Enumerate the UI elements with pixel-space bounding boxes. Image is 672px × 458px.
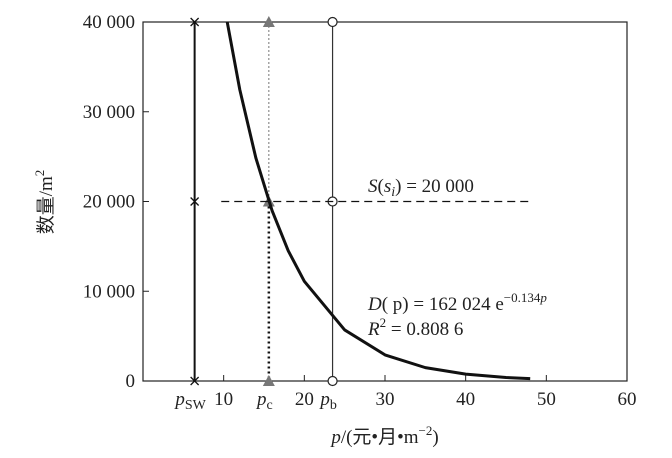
- r-squared-part: 2: [380, 315, 387, 330]
- supply-label-part: s: [384, 176, 391, 197]
- circle-marker: [327, 16, 338, 28]
- y-label-part: 数量/m: [35, 176, 57, 234]
- y-tick-label: 20 000: [83, 192, 135, 213]
- x-axis-label: p/(元•月•m−2): [329, 423, 438, 448]
- r-squared-part: = 0.808 6: [386, 319, 463, 340]
- supply-label-part: S: [368, 176, 378, 197]
- y-tick-label: 0: [126, 371, 136, 392]
- ref-tick-label: pb: [318, 389, 337, 413]
- x-tick-label: 50: [537, 389, 556, 410]
- y-tick-label: 10 000: [83, 281, 135, 302]
- ref-subscript: SW: [185, 398, 207, 413]
- ref-subscript: b: [330, 398, 337, 413]
- x-marker: [190, 17, 200, 27]
- equation: D( p) = 162 024 e−0.134p: [367, 290, 547, 315]
- supply-label-part: ) = 20 000: [395, 176, 474, 197]
- ref-symbol: p: [173, 389, 185, 410]
- equation-part: p: [539, 290, 547, 305]
- x-label-part: ): [432, 427, 438, 448]
- x-tick-label: 40: [456, 389, 475, 410]
- supply-label-part: i: [391, 185, 395, 200]
- y-label-part: 2: [32, 170, 47, 177]
- x-label-part: /(元•月•m: [341, 427, 419, 448]
- ref-symbol: p: [255, 389, 267, 410]
- triangle-marker: [262, 375, 275, 386]
- equation-part: D: [367, 294, 382, 315]
- demand-curve: [225, 21, 531, 381]
- x-marker: [190, 376, 200, 386]
- y-tick-label: 40 000: [83, 12, 135, 33]
- x-tick-label: 30: [376, 389, 395, 410]
- x-tick-label: 10: [214, 389, 233, 410]
- y-axis-label: 数量/m2: [32, 170, 57, 235]
- x-marker: [190, 197, 200, 206]
- y-tick-label: 30 000: [83, 102, 135, 123]
- x-tick-label: 20: [295, 389, 314, 410]
- circle-marker: [327, 375, 338, 387]
- supply-label-part: (: [378, 176, 384, 197]
- equation-part: −0.134: [504, 290, 541, 305]
- x-label-part: −2: [419, 423, 433, 438]
- x-label-part: p: [329, 427, 341, 448]
- ref-tick-label: pc: [255, 389, 273, 413]
- supply-label: S(si) = 20 000: [368, 176, 474, 200]
- r-squared-part: R: [367, 319, 380, 340]
- ref-tick-label: pSW: [173, 389, 206, 413]
- r-squared: R2 = 0.808 6: [367, 315, 463, 340]
- ref-symbol: p: [318, 389, 330, 410]
- ref-subscript: c: [266, 398, 272, 413]
- triangle-marker: [262, 16, 275, 27]
- equation-part: ( p) = 162 024 e: [382, 294, 504, 315]
- x-tick-label: 60: [618, 389, 637, 410]
